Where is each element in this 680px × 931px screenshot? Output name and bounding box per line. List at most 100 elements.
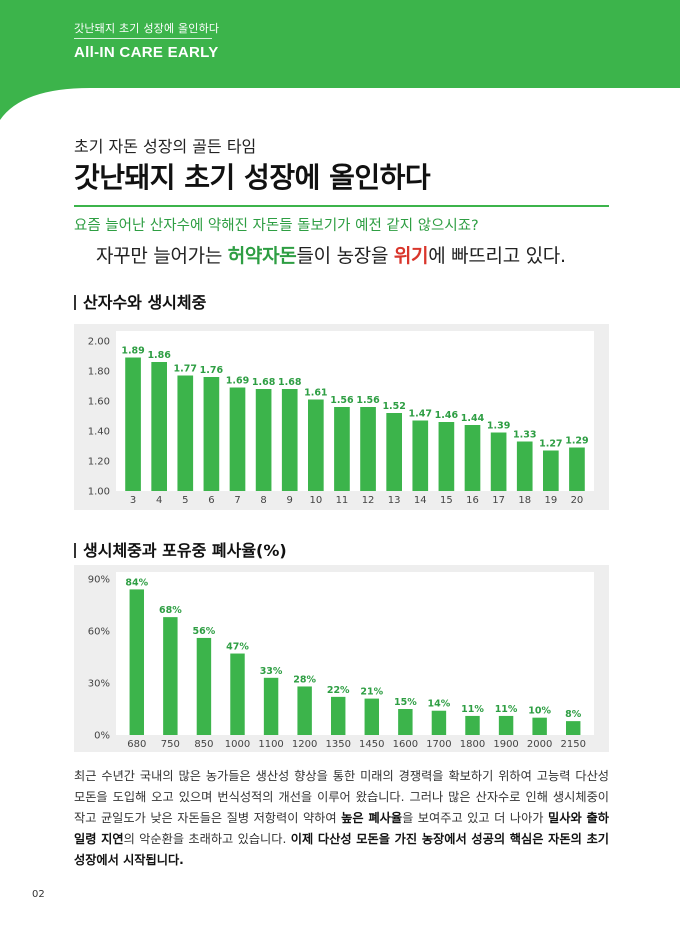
data-label: 10% <box>528 706 551 717</box>
plot-area <box>116 331 594 491</box>
section-title-text: 생시체중과 포유중 폐사율(%) <box>83 541 287 560</box>
data-label: 1.76 <box>200 365 224 376</box>
bar <box>230 653 245 735</box>
bar <box>163 617 178 735</box>
bar <box>360 407 376 491</box>
bar <box>177 375 194 491</box>
x-tick-label: 11 <box>336 495 349 506</box>
y-tick-label: 1.60 <box>88 397 110 408</box>
bar <box>151 362 167 491</box>
x-tick-label: 1450 <box>359 739 384 750</box>
headline-highlight-weak-piglets: 허약자돈 <box>227 245 297 267</box>
x-tick-label: 1200 <box>292 739 317 750</box>
header-brand: All-IN CARE EARLY <box>74 44 219 61</box>
data-label: 56% <box>193 626 216 637</box>
data-label: 1.77 <box>174 364 197 375</box>
x-tick-label: 2000 <box>527 739 552 750</box>
bar <box>569 447 585 491</box>
x-tick-label: 8 <box>260 495 266 506</box>
data-label: 1.46 <box>435 410 459 421</box>
data-label: 1.33 <box>513 430 536 441</box>
data-label: 1.61 <box>304 388 327 399</box>
title-rule <box>74 205 609 207</box>
data-label: 1.68 <box>278 377 302 388</box>
x-tick-label: 7 <box>234 495 240 506</box>
bar <box>125 357 141 491</box>
x-tick-label: 15 <box>440 495 453 506</box>
body-bold-1: 높은 폐사율 <box>341 811 403 825</box>
y-tick-label: 1.00 <box>88 487 110 498</box>
data-label: 11% <box>461 704 484 715</box>
x-tick-label: 5 <box>182 495 188 506</box>
chart2-svg: 90% 60% 30% 0% 84% 680 68% 750 56% 850 47% 1000 33% 1… <box>88 572 594 750</box>
data-label: 1.56 <box>356 395 380 406</box>
x-tick-label: 1700 <box>426 739 451 750</box>
bar <box>431 710 447 735</box>
data-label: 1.44 <box>461 413 485 424</box>
section-marker <box>74 543 76 558</box>
y-tick-label: 0% <box>94 731 110 742</box>
x-tick-label: 1100 <box>258 739 283 750</box>
x-tick-label: 1000 <box>225 739 250 750</box>
bar <box>281 389 298 491</box>
x-tick-label: 1900 <box>493 739 518 750</box>
data-label: 1.52 <box>382 401 405 412</box>
bar <box>229 387 246 491</box>
y-tick-label: 1.20 <box>88 457 110 468</box>
x-tick-label: 6 <box>208 495 214 506</box>
data-label: 14% <box>428 699 451 710</box>
data-label: 8% <box>565 709 582 720</box>
bar <box>196 637 212 735</box>
bar <box>490 432 507 491</box>
body-bold-3: 이제 다산성 모돈을 가진 농장에서 성공의 핵심은 자돈의 초기 성장에서 시… <box>74 832 609 867</box>
bar <box>364 698 380 735</box>
data-label: 28% <box>293 674 316 685</box>
data-label: 68% <box>159 605 182 616</box>
x-tick-label: 1600 <box>393 739 418 750</box>
chart1-svg: 2.00 1.80 1.60 1.40 1.20 1.00 1.89 3 1.86 4 1.77 5 1… <box>88 331 594 506</box>
bar <box>398 709 413 735</box>
data-label: 1.27 <box>539 439 562 450</box>
bar <box>263 677 279 735</box>
body-text-1: 최근 수년간 국내의 많은 농가들은 생산성 향상을 통한 미래의 경쟁력을 확… <box>74 769 609 825</box>
header-subtitle: 갓난돼지 초기 성장에 올인하다 <box>74 22 220 35</box>
y-tick-label: 1.40 <box>88 427 110 438</box>
data-label: 22% <box>327 685 350 696</box>
x-tick-label: 14 <box>414 495 427 506</box>
bar <box>386 413 402 491</box>
data-label: 1.86 <box>147 350 171 361</box>
page-number: 02 <box>32 889 45 900</box>
bar <box>498 715 514 735</box>
data-label: 47% <box>226 642 249 653</box>
header-banner-shape <box>0 0 680 120</box>
headline-part2: 들이 농장을 <box>296 245 394 267</box>
x-tick-label: 18 <box>518 495 531 506</box>
x-tick-label: 17 <box>492 495 505 506</box>
bar <box>334 407 350 491</box>
x-tick-label: 19 <box>544 495 557 506</box>
body-bold-2: 밀사와 출하일령 지연 <box>74 811 609 846</box>
bar <box>543 450 559 491</box>
body-text-2: 을 보여주고 있고 더 나아가 <box>402 811 549 825</box>
data-label: 1.39 <box>487 421 510 432</box>
x-tick-label: 1350 <box>325 739 350 750</box>
bar <box>412 420 429 491</box>
y-tick-label: 60% <box>88 627 110 638</box>
bar <box>203 377 220 491</box>
headline: 자꾸만 늘어가는 허약자돈들이 농장을 위기에 빠뜨리고 있다. <box>96 241 566 268</box>
x-tick-label: 3 <box>130 495 136 506</box>
data-label: 1.68 <box>252 377 276 388</box>
header-divider <box>74 38 212 39</box>
bar <box>255 389 272 491</box>
body-paragraph: 최근 수년간 국내의 많은 농가들은 생산성 향상을 통한 미래의 경쟁력을 확… <box>74 766 609 871</box>
section-title-text: 산자수와 생시체중 <box>83 293 207 312</box>
y-tick-label: 30% <box>88 679 110 690</box>
x-tick-label: 850 <box>194 739 213 750</box>
data-label: 21% <box>360 687 383 698</box>
bar <box>532 717 547 735</box>
bar <box>330 696 346 735</box>
headline-part3: 에 빠뜨리고 있다. <box>428 245 566 267</box>
bar <box>129 589 145 735</box>
y-tick-label: 2.00 <box>88 337 110 348</box>
data-label: 1.47 <box>409 409 432 420</box>
